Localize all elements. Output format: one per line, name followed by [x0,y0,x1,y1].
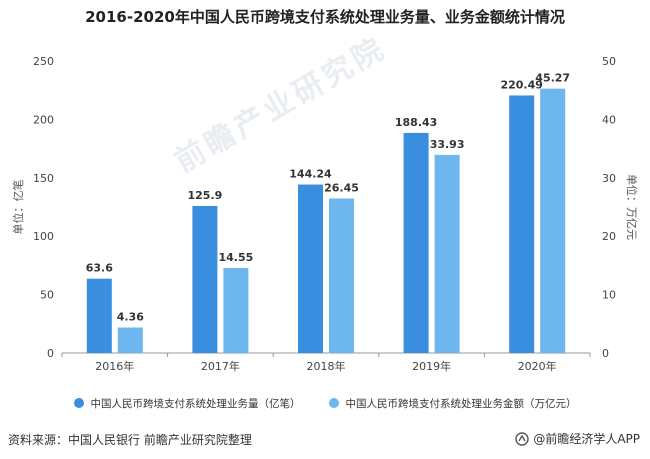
legend-item-series1: 中国人民币跨境支付系统处理业务量（亿笔） [73,396,301,411]
y-right-tick-label: 30 [602,172,616,185]
bar-series1 [509,95,535,353]
data-label-series1: 220.49 [500,78,542,91]
y-left-tick-label: 200 [33,113,54,126]
data-label-series1: 63.6 [86,262,113,275]
bar-series2 [223,268,249,353]
data-label-series2: 4.36 [117,311,144,324]
x-tick-label: 2020年 [518,359,557,373]
legend-label-series2: 中国人民币跨境支付系统处理业务金额（万亿元） [345,397,577,410]
y-left-tick-label: 100 [33,230,54,243]
y-right-tick-label: 40 [602,113,616,126]
x-tick-label: 2018年 [307,359,346,373]
bar-series2 [117,327,143,353]
data-label-series1: 188.43 [395,116,437,129]
legend-dot-series2 [328,398,339,408]
data-label-series1: 125.9 [188,189,223,202]
bar-series2 [329,198,354,353]
data-label-series2: 26.45 [324,182,359,195]
y-left-axis-title: 单位：亿笔 [11,180,25,235]
bar-series1 [192,205,218,353]
y-left-tick-label: 150 [33,172,54,185]
bar-series2 [434,154,460,353]
x-tick-label: 2016年 [95,359,134,373]
bar-series1 [86,278,112,353]
bar-series2 [540,88,566,353]
legend-item-series2: 中国人民币跨境支付系统处理业务金额（万亿元） [328,396,577,411]
data-label-series2: 33.93 [430,138,465,151]
data-label-series2: 14.55 [219,251,254,264]
y-right-tick-label: 10 [602,289,616,302]
chart-title: 2016-2020年中国人民币跨境支付系统处理业务量、业务金额统计情况 [85,8,565,26]
bar-series1 [403,132,429,353]
data-label-series2: 45.27 [535,72,570,85]
data-label-series1: 144.24 [289,168,332,181]
brand-note: @前瞻经济学人APP [515,430,640,447]
y-left-tick-label: 0 [47,347,54,360]
source-note: 资料来源：中国人民银行 前瞻产业研究院整理 [8,433,252,447]
x-tick-label: 2019年 [412,359,451,373]
y-right-axis-title: 单位：万亿元 [625,174,639,240]
legend-dot-series1 [73,398,84,408]
brand-logo-icon [515,431,530,446]
x-tick-label: 2017年 [201,359,240,373]
y-right-tick-label: 0 [602,347,609,360]
legend: 中国人民币跨境支付系统处理业务量（亿笔） 中国人民币跨境支付系统处理业务金额（万… [0,393,650,413]
brand-label: @前瞻经济学人APP [533,432,640,446]
legend-label-series1: 中国人民币跨境支付系统处理业务量（亿笔） [90,397,301,410]
y-right-tick-label: 50 [602,55,616,68]
bar-series1 [298,184,323,353]
y-left-tick-label: 250 [33,55,54,68]
y-left-tick-label: 50 [40,289,54,302]
y-right-tick-label: 20 [602,230,616,243]
